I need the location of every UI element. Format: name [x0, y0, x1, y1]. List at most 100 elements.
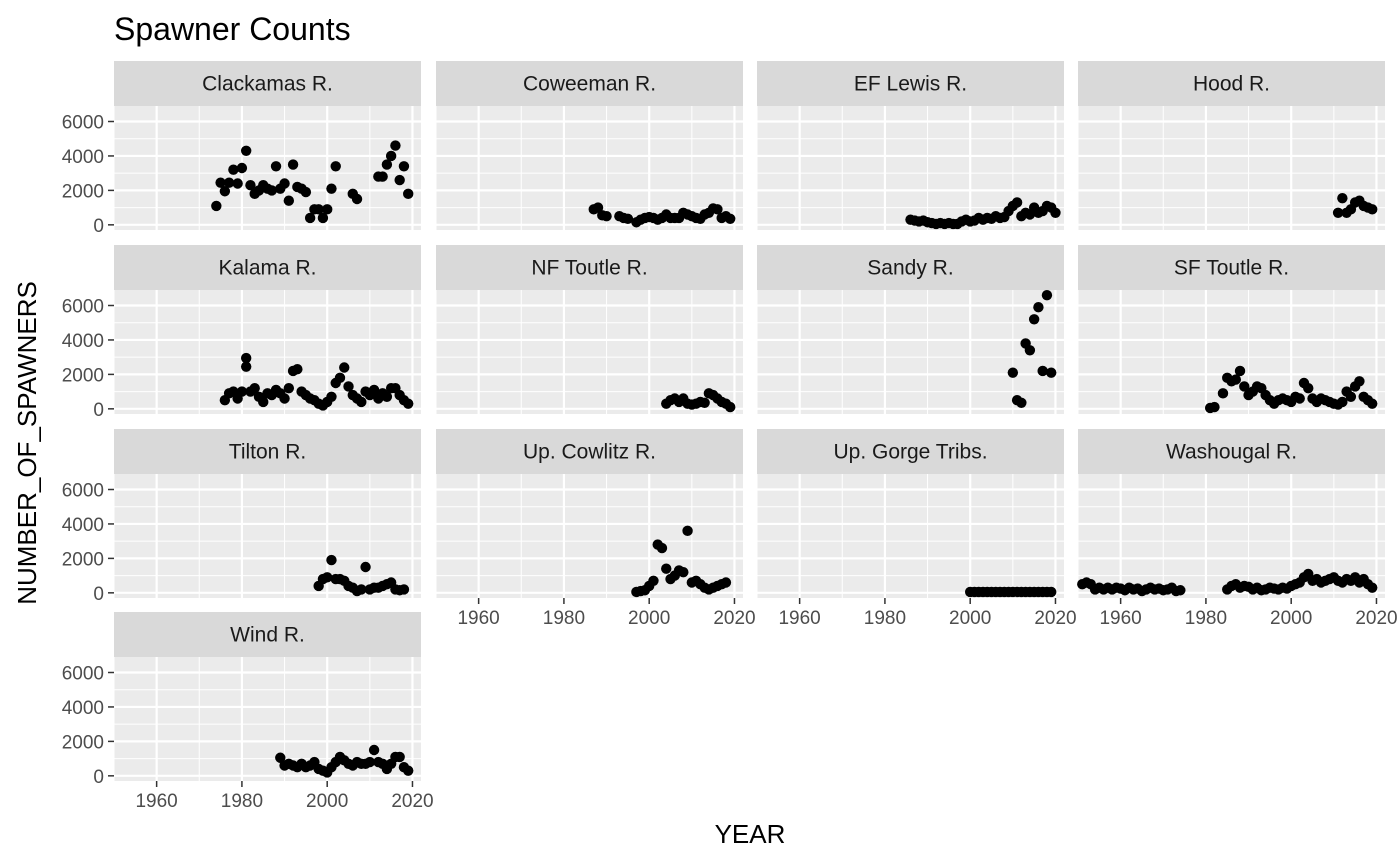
data-point: [622, 213, 634, 225]
data-point: [403, 398, 414, 409]
facet-strip: [1078, 429, 1385, 474]
facet-up-gorge-tribs: Up. Gorge Tribs. 1960 1980 2000 2020: [756, 429, 1077, 629]
data-point: [398, 584, 410, 595]
y-tick-label: 6000: [62, 113, 104, 134]
y-tick-label: 4000: [62, 147, 104, 168]
x-tick-label: 2000: [306, 791, 348, 812]
data-point: [356, 584, 367, 595]
data-point: [1028, 314, 1040, 325]
data-point: [219, 186, 231, 197]
data-point: [725, 401, 736, 413]
data-point: [279, 178, 290, 189]
y-tick-label: 0: [93, 216, 104, 237]
y-tick-label: 0: [93, 767, 104, 788]
data-point: [279, 393, 290, 404]
y-tick-label: 6000: [62, 481, 104, 502]
data-point: [326, 391, 337, 402]
data-point: [351, 193, 363, 205]
x-tick-label: 1960: [457, 608, 499, 629]
facet-strip: [1078, 61, 1385, 106]
facet-strip-label: Clackamas R.: [202, 73, 333, 96]
data-point: [656, 542, 668, 554]
data-point: [270, 161, 282, 172]
data-point: [228, 164, 239, 175]
data-point: [1011, 197, 1023, 208]
data-point: [1024, 345, 1036, 356]
data-point: [1046, 367, 1057, 378]
facet-strip-label: Hood R.: [1193, 73, 1270, 96]
data-point: [215, 177, 226, 188]
data-point: [601, 211, 612, 222]
data-point: [398, 161, 410, 172]
facet-strip-label: Up. Cowlitz R.: [523, 441, 656, 464]
facet-strip-label: Kalama R.: [218, 257, 316, 280]
data-point: [682, 525, 693, 537]
data-point: [1294, 393, 1305, 404]
facet-strip-label: Coweeman R.: [523, 73, 656, 96]
facet-strip-label: Up. Gorge Tribs.: [833, 441, 987, 464]
data-point: [648, 575, 659, 586]
x-tick-label: 1960: [1099, 608, 1141, 629]
data-point: [245, 180, 256, 191]
facet-sf-toutle-r: SF Toutle R.: [1077, 245, 1385, 414]
facet-strip: [1078, 245, 1385, 290]
data-point: [1367, 582, 1378, 593]
data-point: [364, 756, 376, 768]
facet-coweeman-r: Coweeman R.: [435, 61, 743, 230]
facet-nf-toutle-r: NF Toutle R.: [435, 245, 743, 414]
data-point: [1041, 289, 1053, 301]
facet-strip: [114, 612, 421, 657]
data-point: [385, 150, 397, 162]
facet-strip: [114, 429, 421, 474]
facet-strip-label: Tilton R.: [229, 441, 306, 464]
data-point: [1367, 204, 1378, 215]
data-point: [249, 382, 260, 394]
x-tick-label: 1980: [864, 608, 906, 629]
facet-strip: [114, 245, 421, 290]
data-point: [240, 352, 252, 364]
data-point: [1332, 207, 1344, 218]
data-point: [725, 213, 736, 225]
facet-kalama-r: Kalama R. 0 2000 4000 6000: [62, 245, 421, 421]
y-tick-label: 2000: [62, 181, 104, 202]
x-tick-label: 1980: [221, 791, 263, 812]
y-tick-label: 0: [93, 584, 104, 605]
data-point: [1303, 382, 1314, 394]
x-tick-label: 1980: [1185, 608, 1227, 629]
facet-washougal-r: Washougal R. 1960 1980 2000 2020: [1077, 429, 1398, 629]
x-tick-label: 2000: [628, 608, 670, 629]
chart-title: Spawner Counts: [114, 11, 351, 47]
data-point: [661, 563, 672, 574]
y-tick-label: 2000: [62, 732, 104, 753]
facet-strip-label: Washougal R.: [1166, 441, 1297, 464]
data-point: [381, 159, 393, 170]
data-point: [1209, 401, 1220, 413]
data-point: [236, 386, 248, 397]
data-point: [368, 744, 380, 756]
y-tick-label: 6000: [62, 297, 104, 318]
data-point: [1217, 388, 1229, 399]
data-point: [403, 765, 414, 776]
facet-strip: [757, 429, 1064, 474]
data-point: [317, 212, 329, 224]
facet-hood-r: Hood R.: [1077, 61, 1385, 230]
data-point: [1007, 367, 1019, 378]
x-tick-label: 2000: [1270, 608, 1312, 629]
data-point: [211, 200, 222, 212]
facet-ef-lewis-r: EF Lewis R.: [756, 61, 1064, 230]
y-tick-label: 2000: [62, 365, 104, 386]
y-axis-title: NUMBER_OF_SPAWNERS: [12, 281, 42, 605]
facet-strip: [436, 245, 743, 290]
data-point: [1234, 365, 1246, 377]
x-tick-label: 2020: [713, 608, 755, 629]
data-point: [1037, 365, 1048, 377]
y-tick-label: 4000: [62, 698, 104, 719]
data-point: [330, 161, 341, 172]
data-point: [240, 361, 252, 372]
data-point: [321, 572, 333, 583]
y-tick-label: 6000: [62, 664, 104, 685]
data-point: [592, 202, 604, 213]
data-point: [394, 751, 405, 763]
facet-grid: Clackamas R. 0 2000 4000 6000 Coweeman R. EF L…: [62, 61, 1398, 812]
x-tick-label: 1980: [543, 608, 585, 629]
